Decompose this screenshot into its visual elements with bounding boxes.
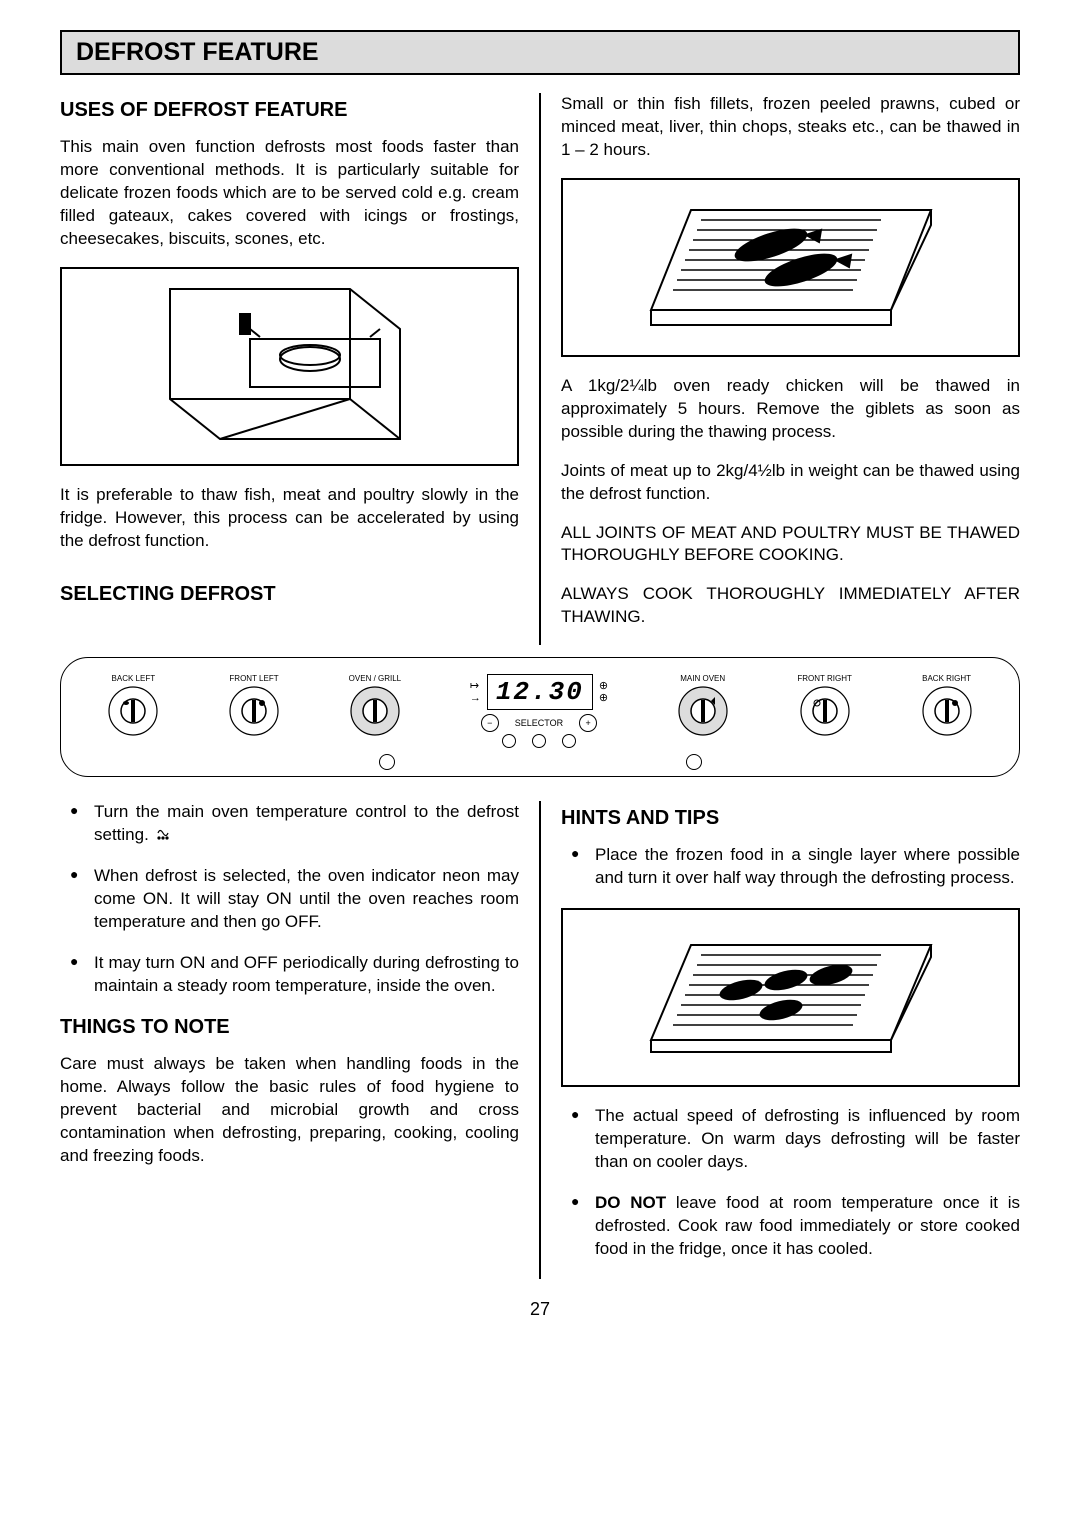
para-must-thaw: ALL JOINTS OF MEAT AND POULTRY MUST BE T…: [561, 522, 1020, 568]
knob-icon: [107, 685, 159, 737]
section-title: DEFROST FEATURE: [76, 38, 1004, 67]
indicator-icon: [686, 754, 702, 770]
knob-label: BACK LEFT: [112, 674, 156, 683]
para-joints: Joints of meat up to 2kg/4½lb in weight …: [561, 460, 1020, 506]
knob-front-right: FRONT RIGHT: [797, 674, 852, 737]
list-item: The actual speed of defrosting is influe…: [561, 1105, 1020, 1174]
upper-left-column: USES OF DEFROST FEATURE This main oven f…: [60, 93, 539, 645]
hints-list: Place the frozen food in a single layer …: [561, 844, 1020, 890]
heading-selecting: SELECTING DEFROST: [60, 583, 519, 606]
knob-icon: [349, 685, 401, 737]
para-small-items: Small or thin fish fillets, frozen peele…: [561, 93, 1020, 162]
para-uses: This main oven function defrosts most fo…: [60, 136, 519, 251]
upper-right-column: Small or thin fish fillets, frozen peele…: [541, 93, 1020, 645]
figure-tray-fish: [561, 178, 1020, 357]
knob-label: MAIN OVEN: [680, 674, 725, 683]
knob-label: FRONT LEFT: [229, 674, 278, 683]
upper-columns: USES OF DEFROST FEATURE This main oven f…: [60, 93, 1020, 645]
knob-label: OVEN / GRILL: [349, 674, 401, 683]
tray-flat-icon: [631, 920, 951, 1075]
manual-page: DEFROST FEATURE USES OF DEFROST FEATURE …: [0, 0, 1080, 1360]
figure-tray-flat: [561, 908, 1020, 1087]
hints-list-2: The actual speed of defrosting is influe…: [561, 1105, 1020, 1261]
heading-uses: USES OF DEFROST FEATURE: [60, 99, 519, 122]
list-item: It may turn ON and OFF periodically duri…: [60, 952, 519, 998]
knob-icon: [228, 685, 280, 737]
knob-back-right: BACK RIGHT: [921, 674, 973, 737]
selector-button-icon: [532, 734, 546, 748]
tray-fish-icon: [631, 190, 951, 345]
timer-display-group: ↦→ 12.30 ⊕⊕ − SELECTOR +: [470, 674, 608, 748]
knob-icon: [799, 685, 851, 737]
knob-back-left: BACK LEFT: [107, 674, 159, 737]
timer-display: 12.30: [496, 677, 584, 707]
minus-icon: −: [481, 714, 499, 732]
selector-button-icon: [562, 734, 576, 748]
knob-label: BACK RIGHT: [922, 674, 971, 683]
heading-hints: HINTS AND TIPS: [561, 807, 1020, 830]
knob-oven-grill: OVEN / GRILL: [349, 674, 401, 737]
defrost-icon: [154, 824, 172, 847]
plus-icon: +: [579, 714, 597, 732]
para-preferable: It is preferable to thaw fish, meat and …: [60, 484, 519, 553]
lower-left-column: Turn the main oven temperature control t…: [60, 801, 539, 1279]
knob-icon: [921, 685, 973, 737]
para-things-to-note: Care must always be taken when handling …: [60, 1053, 519, 1168]
knob-icon: [677, 685, 729, 737]
list-item: When defrost is selected, the oven indic…: [60, 865, 519, 934]
selector-button-icon: [502, 734, 516, 748]
control-panel-figure: BACK LEFT FRONT LEFT OVEN / GRIL: [60, 657, 1020, 777]
figure-oven-gateaux: [60, 267, 519, 466]
list-item: Place the frozen food in a single layer …: [561, 844, 1020, 890]
selecting-steps-list: Turn the main oven temperature control t…: [60, 801, 519, 998]
selector-label: SELECTOR: [515, 718, 563, 728]
page-number: 27: [60, 1299, 1020, 1320]
heading-things-to-note: THINGS TO NOTE: [60, 1016, 519, 1039]
lower-columns: Turn the main oven temperature control t…: [60, 801, 1020, 1279]
knob-label: FRONT RIGHT: [797, 674, 852, 683]
list-item: Turn the main oven temperature control t…: [60, 801, 519, 847]
lower-right-column: HINTS AND TIPS Place the frozen food in …: [541, 801, 1020, 1279]
list-item: DO NOT leave food at room temperature on…: [561, 1192, 1020, 1261]
indicator-icon: [379, 754, 395, 770]
para-always-cook: ALWAYS COOK THOROUGHLY IMMEDIATELY AFTER…: [561, 583, 1020, 629]
do-not-text: DO NOT: [595, 1193, 666, 1212]
knob-main-oven: MAIN OVEN: [677, 674, 729, 737]
oven-gateaux-icon: [150, 279, 430, 454]
section-header: DEFROST FEATURE: [60, 30, 1020, 75]
para-chicken: A 1kg/2¼lb oven ready chicken will be th…: [561, 375, 1020, 444]
knob-front-left: FRONT LEFT: [228, 674, 280, 737]
